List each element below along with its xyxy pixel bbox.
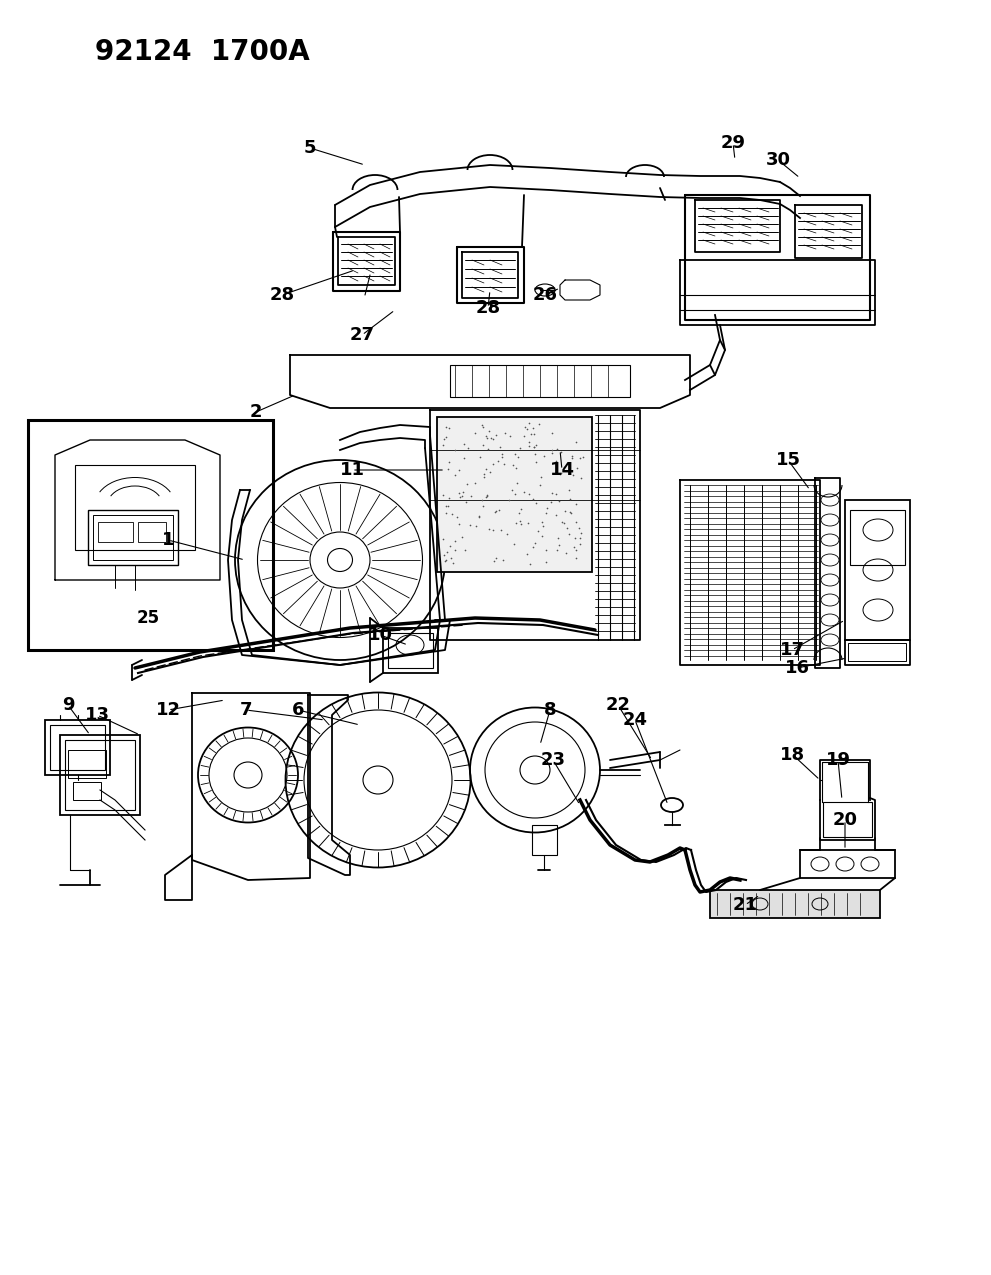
Text: 20: 20 (832, 811, 857, 829)
Text: 18: 18 (781, 746, 806, 764)
Text: 9: 9 (61, 696, 74, 714)
Bar (88, 510, 178, 565)
Bar (388, 632, 433, 668)
Text: 21: 21 (732, 896, 757, 914)
Text: 2: 2 (250, 403, 263, 421)
Text: 14: 14 (549, 462, 575, 479)
Text: 29: 29 (720, 134, 745, 152)
Bar (138, 521, 166, 542)
Text: 28: 28 (270, 286, 294, 303)
Bar (845, 500, 910, 640)
Text: 23: 23 (540, 751, 566, 769)
Bar (28, 419, 273, 650)
Bar (45, 720, 110, 775)
Bar (800, 850, 895, 878)
Text: 7: 7 (240, 701, 253, 719)
Text: 5: 5 (304, 139, 316, 157)
Text: 6: 6 (291, 701, 304, 719)
Text: 25: 25 (137, 609, 160, 627)
Text: 30: 30 (765, 150, 791, 170)
Text: 92124  1700A: 92124 1700A (95, 38, 310, 66)
Bar (73, 782, 101, 799)
Text: 24: 24 (622, 711, 647, 729)
Text: 10: 10 (368, 626, 392, 644)
Text: 1: 1 (162, 530, 174, 550)
Bar (437, 417, 592, 572)
Text: 26: 26 (532, 286, 558, 303)
Text: 16: 16 (785, 659, 810, 677)
Bar (98, 521, 133, 542)
Text: 11: 11 (340, 462, 365, 479)
Text: 27: 27 (350, 326, 375, 344)
Text: 17: 17 (780, 641, 805, 659)
Text: 28: 28 (476, 300, 500, 317)
Text: 19: 19 (826, 751, 850, 769)
Text: 13: 13 (84, 706, 109, 724)
Bar (850, 510, 905, 565)
Bar (450, 365, 630, 397)
Bar (532, 825, 557, 856)
Bar (75, 465, 195, 550)
Text: 12: 12 (156, 701, 180, 719)
Bar (50, 725, 105, 770)
Bar (60, 734, 140, 815)
Bar (383, 629, 438, 673)
Text: 8: 8 (544, 701, 556, 719)
Bar (68, 750, 106, 778)
Bar (65, 740, 135, 810)
Bar (823, 802, 872, 836)
Bar (848, 643, 906, 660)
Text: 15: 15 (776, 451, 801, 469)
Text: 22: 22 (606, 696, 630, 714)
Bar (93, 515, 173, 560)
Bar (710, 890, 880, 918)
